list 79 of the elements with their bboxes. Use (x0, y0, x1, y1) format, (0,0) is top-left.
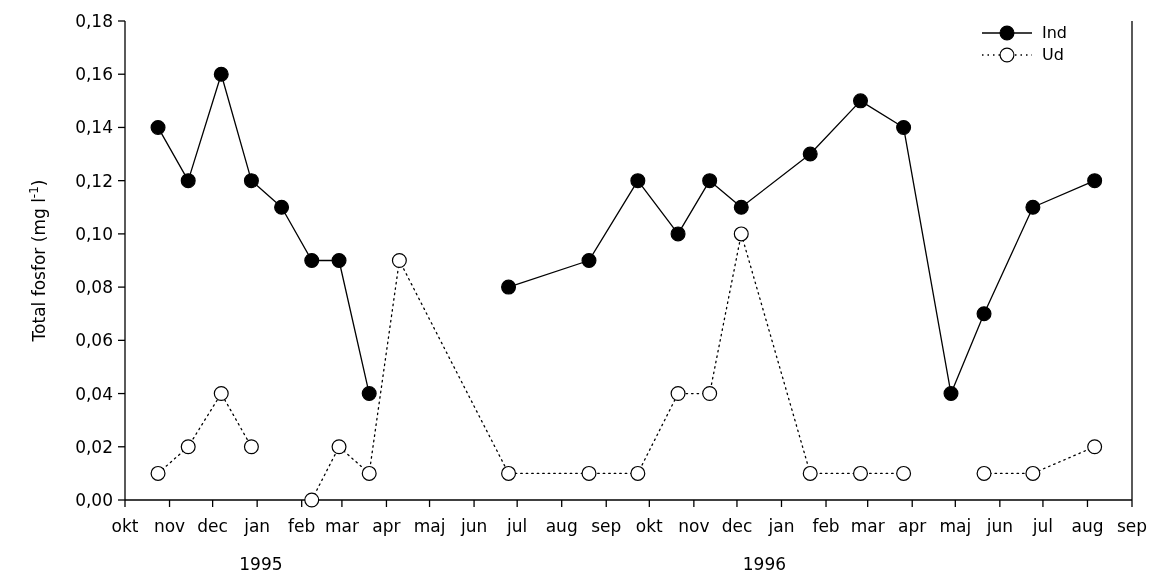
point (501, 279, 517, 295)
point (304, 253, 320, 268)
legend-label: Ud (1042, 45, 1064, 64)
y-tick-label: 0,18 (75, 11, 113, 31)
x-tick-label: jan (767, 516, 795, 536)
point (733, 226, 749, 242)
point (331, 253, 347, 268)
point (733, 199, 749, 215)
point (243, 173, 259, 189)
point (391, 253, 407, 268)
point (1087, 439, 1103, 455)
point (630, 173, 646, 189)
x-tick-label: dec (197, 516, 228, 536)
legend-label: Ind (1042, 23, 1068, 42)
point (150, 119, 166, 135)
point (702, 386, 718, 402)
y-tick-label: 0,02 (75, 436, 113, 457)
y-tick-label: 0,04 (75, 383, 113, 404)
x-tick-label: aug (1071, 516, 1104, 536)
y-tick-label: 0,00 (75, 490, 113, 510)
point (630, 465, 646, 481)
x-tick-label: feb (288, 516, 316, 536)
x-tick-label: mar (850, 516, 885, 536)
x-tick-label: jun (459, 516, 488, 536)
y-tick-label: 0,06 (75, 330, 113, 351)
point (896, 465, 912, 481)
y-tick-label: 0,16 (75, 64, 113, 85)
point (670, 226, 686, 242)
point (331, 439, 347, 455)
point (274, 199, 290, 215)
x-tick-label: nov (678, 516, 710, 536)
point (213, 66, 229, 82)
point (1025, 465, 1041, 481)
y-tick-label: 0,12 (75, 170, 113, 191)
point (180, 439, 196, 455)
point (581, 465, 597, 481)
point (501, 465, 517, 481)
x-tick-label: mar (324, 516, 359, 536)
point (180, 173, 196, 189)
y-tick-label: 0,10 (75, 223, 113, 244)
point (213, 386, 229, 402)
x-tick-label: apr (898, 516, 927, 536)
x-tick-label: okt (111, 516, 139, 536)
point (581, 253, 597, 268)
point (1087, 173, 1103, 189)
x-tick-label: dec (721, 516, 753, 536)
x-tick-label: maj (413, 516, 446, 536)
text: 1996 (742, 554, 787, 574)
point (670, 386, 686, 402)
point (802, 146, 818, 162)
point (852, 93, 869, 109)
point (976, 306, 992, 322)
text: 1995 (239, 554, 283, 574)
point (361, 465, 377, 481)
x-tick-label: jan (243, 516, 271, 536)
point (702, 173, 718, 189)
x-tick-label: sep (591, 516, 622, 536)
x-tick-label: sep (1116, 516, 1148, 536)
x-tick-label: okt (635, 516, 664, 536)
point (896, 119, 912, 135)
x-tick-label: maj (939, 516, 972, 536)
point (361, 386, 377, 402)
y-tick-label: 0,14 (75, 117, 113, 138)
x-tick-label: jul (506, 516, 528, 536)
y-tick-label: 0,08 (75, 277, 113, 298)
point (943, 386, 959, 402)
point (976, 465, 992, 481)
x-tick-label: jul (1031, 516, 1054, 536)
point (852, 465, 869, 481)
x-tick-label: apr (372, 516, 401, 536)
x-tick-label: nov (153, 516, 186, 536)
x-tick-label: aug (545, 516, 578, 536)
point (150, 465, 166, 481)
x-tick-label: jun (985, 516, 1013, 536)
point (243, 439, 259, 455)
x-tick-label: feb (812, 516, 840, 536)
point (1025, 199, 1041, 215)
point (802, 465, 818, 481)
point (304, 492, 320, 508)
